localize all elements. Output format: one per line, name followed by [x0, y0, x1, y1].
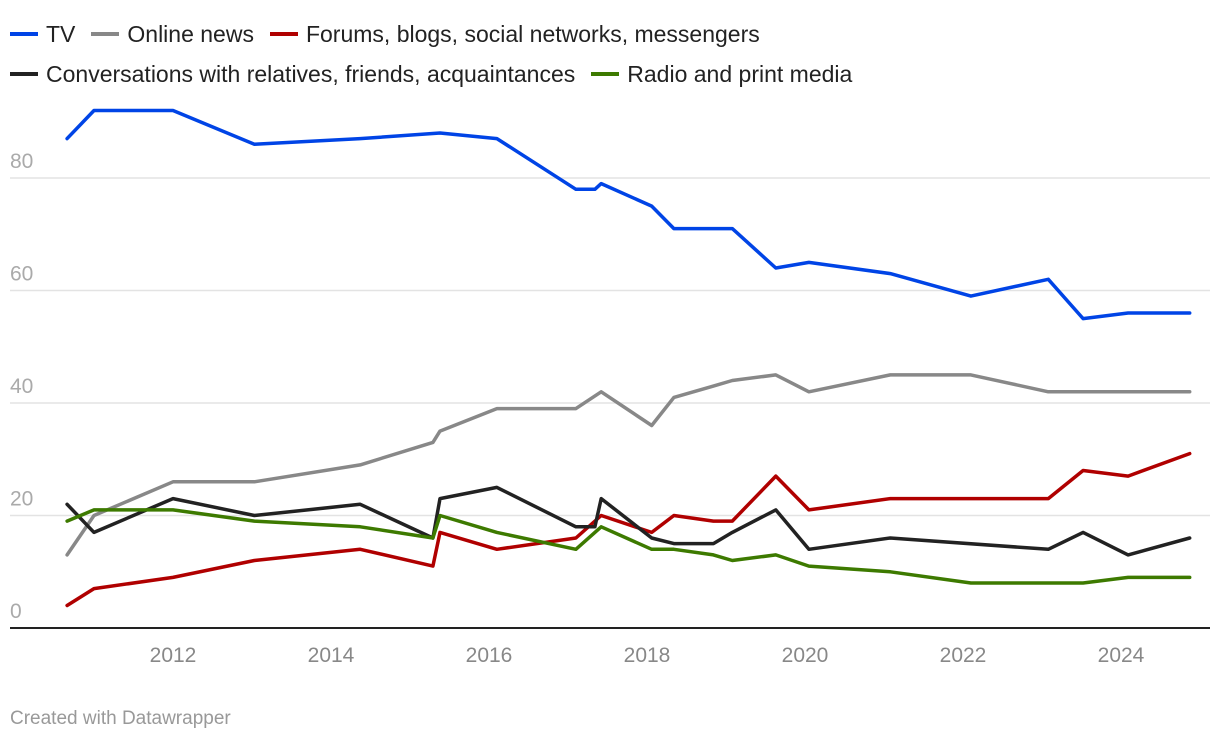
- legend-item: TV: [10, 14, 75, 54]
- y-tick-label: 80: [10, 150, 33, 173]
- series-line: [65, 508, 1192, 585]
- legend-swatch: [10, 31, 38, 36]
- legend-label: TV: [46, 21, 76, 47]
- legend-item: Conversations with relatives, friends, a…: [10, 54, 575, 94]
- series-line: [65, 373, 1192, 557]
- y-tick-label: 20: [10, 488, 33, 511]
- x-tick-label: 2024: [1098, 644, 1145, 667]
- footer-credit: Created with Datawrapper: [10, 708, 231, 729]
- x-tick-label: 2018: [624, 644, 671, 667]
- series-line: [65, 451, 1192, 608]
- line-chart: 0 20 40 60 80 2012 2014 2016 2018 2020 2022 2024: [10, 108, 1210, 667]
- x-tick-label: 2022: [940, 644, 987, 667]
- legend-item: Forums, blogs, social networks, messenge…: [269, 14, 760, 54]
- x-tick-label: 2012: [150, 644, 197, 667]
- legend-label: Radio and print media: [627, 61, 853, 87]
- y-tick-label: 60: [10, 263, 33, 286]
- chart-legend: TV Online news Forums, blogs, social netwo…: [10, 14, 1190, 94]
- legend-label: Online news: [127, 21, 254, 47]
- legend-swatch: [591, 71, 620, 76]
- x-tick-label: 2016: [466, 644, 513, 667]
- legend-swatch: [10, 71, 38, 76]
- x-tick-label: 2020: [782, 644, 829, 667]
- legend-swatch: [269, 31, 298, 36]
- legend-label: Conversations with relatives, friends, a…: [46, 61, 576, 87]
- legend-item: Online news: [91, 14, 254, 54]
- legend-item: Radio and print media: [591, 54, 852, 94]
- legend-swatch: [91, 31, 120, 36]
- y-tick-label: 40: [10, 375, 33, 398]
- series-line: [65, 485, 1192, 557]
- legend-label: Forums, blogs, social networks, messenge…: [305, 21, 760, 47]
- y-tick-label: 0: [10, 600, 22, 623]
- x-tick-label: 2014: [308, 644, 355, 667]
- series-line: [65, 108, 1192, 321]
